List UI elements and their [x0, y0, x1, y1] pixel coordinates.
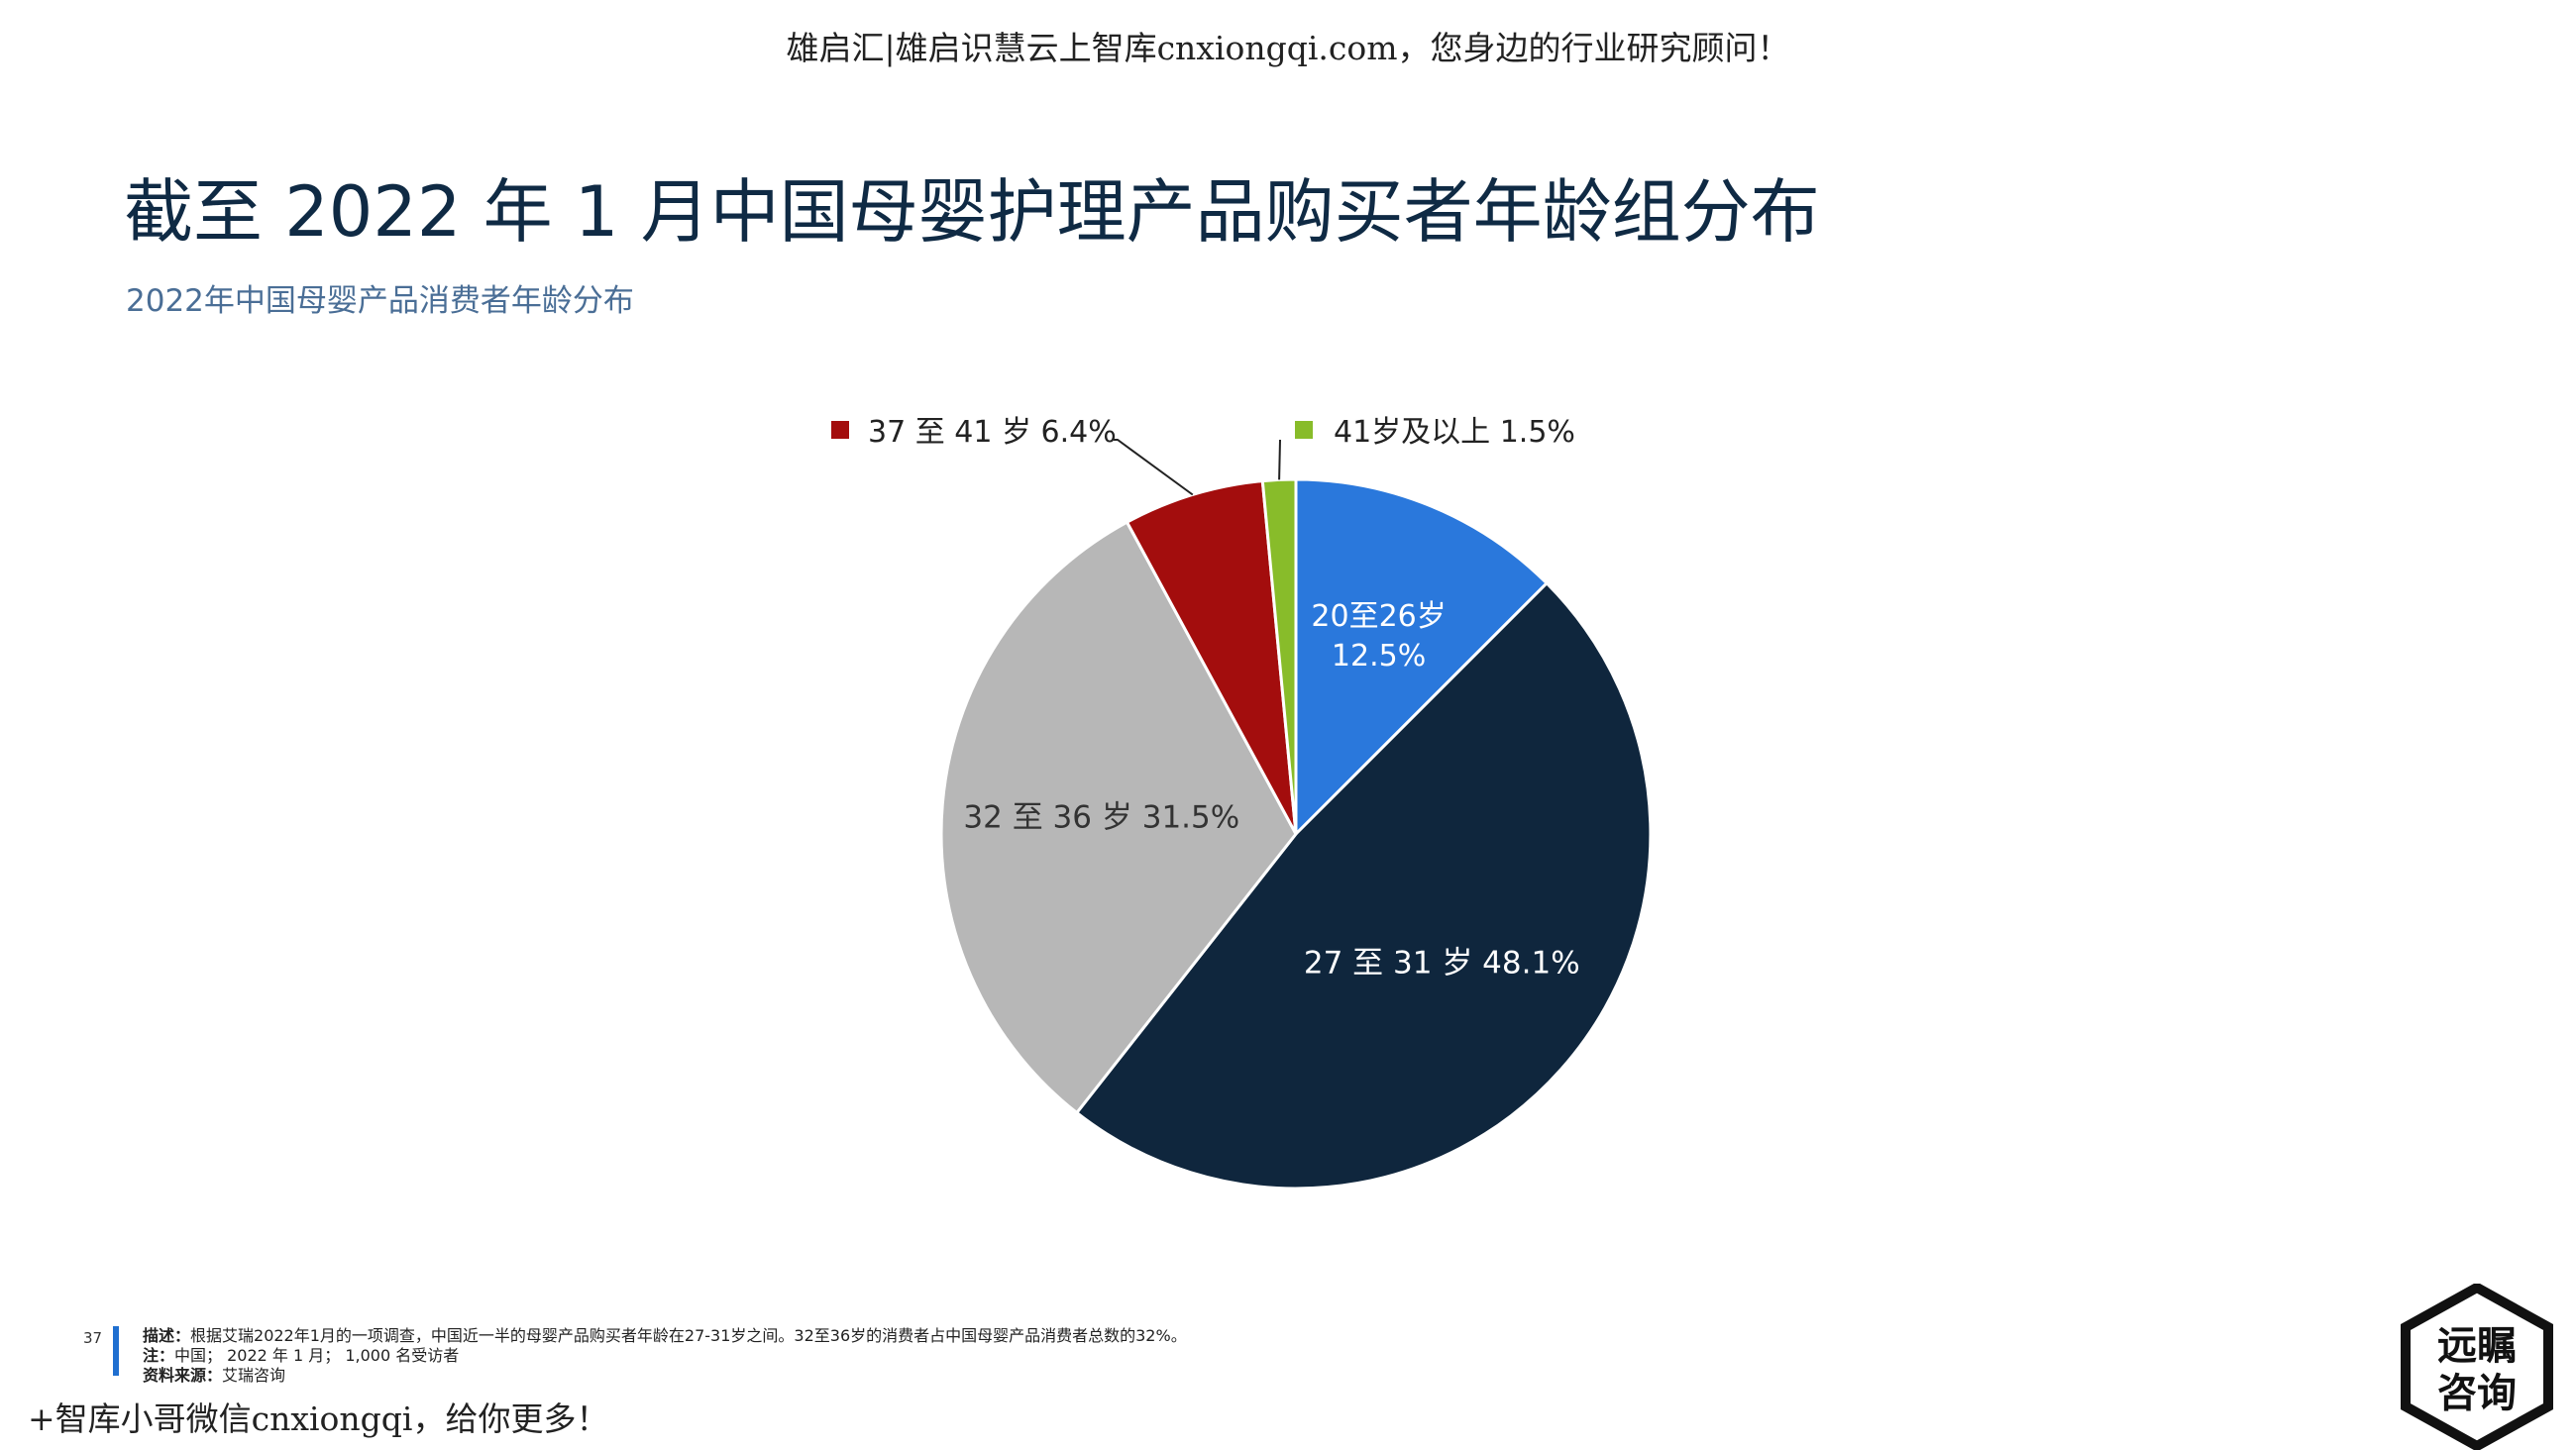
slice-label-3: 32 至 36 岁 31.5% [963, 799, 1239, 835]
chart-subtitle: 2022年中国母婴产品消费者年龄分布 [126, 283, 634, 319]
footer-description: 描述：根据艾瑞2022年1月的一项调查，中国近一半的母婴产品购买者年龄在27-3… [143, 1326, 1187, 1345]
page-title: 截至 2022 年 1 月中国母婴护理产品购买者年龄组分布 [124, 171, 1820, 253]
pie-slice-1 [1294, 477, 1550, 838]
logo-text-line1: 远瞩 [2437, 1323, 2517, 1369]
legend-swatch-5 [1295, 421, 1313, 439]
watermark-top: 雄启汇|雄启识慧云上智库cnxiongqi.com，您身边的行业研究顾问！ [786, 29, 1790, 67]
slice-label-2: 27 至 31 岁 48.1% [1304, 946, 1580, 982]
slice-label-1: 20至26岁 [1311, 599, 1446, 634]
pie-slice-4 [1125, 478, 1298, 835]
leader-line-5 [1278, 439, 1281, 480]
slice-label-5: 41岁及以上 1.5% [1334, 415, 1575, 450]
leader-line-4 [1114, 439, 1194, 496]
pie-slice-2 [1074, 580, 1653, 1191]
footer-notes: 描述：根据艾瑞2022年1月的一项调查，中国近一半的母婴产品购买者年龄在27-3… [143, 1326, 1187, 1386]
footer-accent-bar [113, 1326, 119, 1376]
slice-label-4: 37 至 41 岁 6.4% [868, 415, 1117, 450]
legend-swatch-4 [831, 421, 849, 439]
logo-text-line2: 咨询 [2437, 1371, 2517, 1416]
watermark-bottom: +智库小哥微信cnxiongqi，给你更多！ [28, 1399, 609, 1438]
footer-note: 注：中国； 2022 年 1 月； 1,000 名受访者 [143, 1346, 460, 1365]
slice-value-1: 12.5% [1332, 639, 1426, 673]
logo: 远瞩 咨询 [2401, 1284, 2553, 1450]
pie-slice-3 [939, 520, 1298, 1115]
footer: 37 描述：根据艾瑞2022年1月的一项调查，中国近一半的母婴产品购买者年龄在2… [83, 1326, 1187, 1386]
page-number: 37 [83, 1329, 103, 1347]
footer-source: 资料来源：艾瑞咨询 [143, 1366, 286, 1385]
